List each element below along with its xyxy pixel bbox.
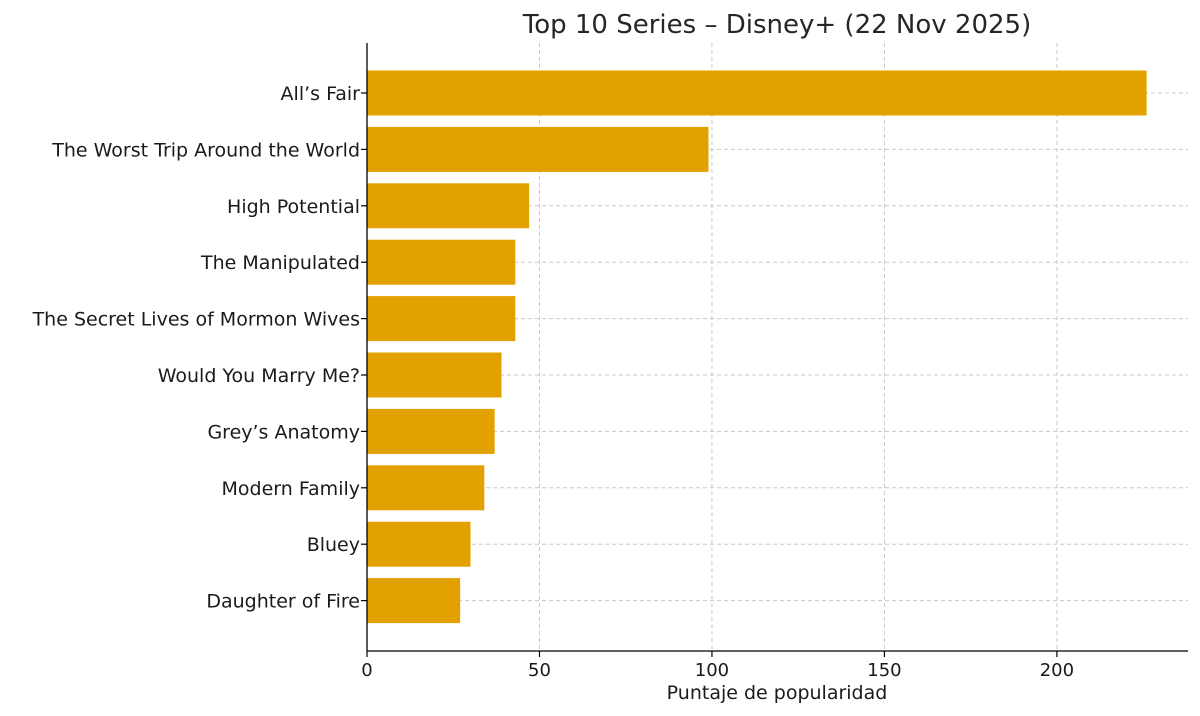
category-label: Modern Family [222,478,360,500]
x-tick-label: 50 [528,660,551,681]
x-tick-label: 150 [867,660,901,681]
category-label: All’s Fair [281,83,361,105]
category-label: Grey’s Anatomy [207,421,360,443]
x-tick-label: 200 [1040,660,1074,681]
bar [367,352,502,398]
category-label: The Worst Trip Around the World [51,139,360,161]
bar [367,183,530,229]
bar [367,296,516,342]
x-axis-title: Puntaje de popularidad [667,682,888,704]
category-label: The Manipulated [200,252,360,274]
bar [367,521,471,567]
x-tick-label: 100 [695,660,729,681]
category-label: Bluey [307,534,360,556]
bar [367,239,516,285]
bars [367,70,1147,624]
bar [367,408,495,454]
bar [367,465,485,511]
category-label: Daughter of Fire [206,591,360,613]
x-ticks: 0 50 100 150 200 [361,651,1074,681]
x-tick-label: 0 [361,660,372,681]
bar [367,578,461,624]
bar [367,126,709,172]
category-label: High Potential [227,196,360,218]
bar [367,70,1147,116]
category-labels: All’s Fair The Worst Trip Around the Worl… [32,83,367,613]
chart-title: Top 10 Series – Disney+ (22 Nov 2025) [522,10,1032,40]
category-label: The Secret Lives of Mormon Wives [32,309,360,331]
category-label: Would You Marry Me? [158,365,360,387]
